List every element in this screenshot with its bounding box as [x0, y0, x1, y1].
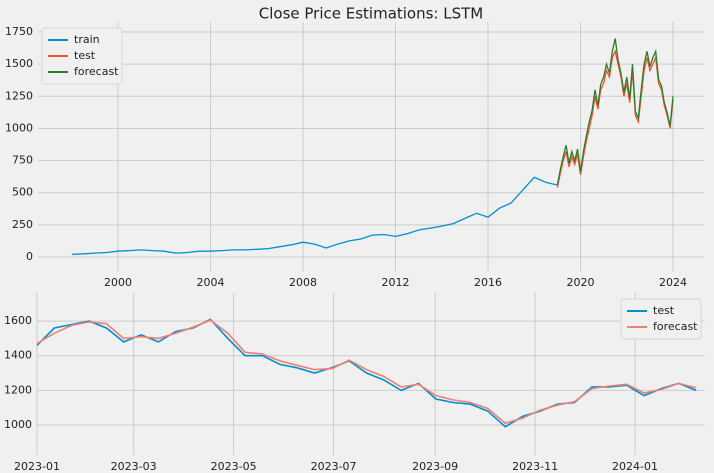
legend-box	[41, 27, 123, 85]
x-tick-label: 2023-01	[14, 460, 60, 473]
y-tick-label: 1250	[5, 89, 33, 102]
y-tick-label: 1600	[4, 314, 32, 327]
y-tick-label: 1000	[5, 121, 33, 134]
series-line	[556, 38, 674, 186]
series-line	[71, 176, 558, 256]
y-tick-label: 0	[26, 250, 33, 263]
legend-box	[620, 298, 702, 340]
x-tick-label: 2023-03	[111, 460, 157, 473]
legend-label: forecast	[653, 320, 698, 333]
y-tick-label: 750	[12, 154, 33, 167]
y-tick-label: 1500	[5, 57, 33, 70]
x-tick-label: 2004	[197, 276, 225, 289]
x-tick-label: 2023-09	[412, 460, 458, 473]
x-tick-label: 2016	[474, 276, 502, 289]
y-tick-label: 1000	[4, 418, 32, 431]
y-tick-label: 1400	[4, 349, 32, 362]
y-tick-label: 1750	[5, 25, 33, 38]
y-tick-label: 500	[12, 186, 33, 199]
x-tick-label: 2000	[104, 276, 132, 289]
x-tick-label: 2008	[289, 276, 317, 289]
series-line	[36, 319, 697, 425]
x-tick-label: 2024	[659, 276, 687, 289]
legend-label: train	[74, 33, 100, 46]
x-tick-label: 2024-01	[612, 460, 658, 473]
x-tick-label: 2023-07	[311, 460, 357, 473]
x-tick-label: 2023-11	[512, 460, 558, 473]
x-tick-label: 2020	[567, 276, 595, 289]
legend-label: forecast	[74, 65, 119, 78]
legend-label: test	[653, 304, 675, 317]
legend-label: test	[74, 49, 96, 62]
x-tick-label: 2012	[382, 276, 410, 289]
y-tick-label: 1200	[4, 383, 32, 396]
x-tick-label: 2023-05	[211, 460, 257, 473]
series-line	[556, 49, 674, 188]
chart-title: Close Price Estimations: LSTM	[259, 5, 484, 23]
y-tick-label: 250	[12, 218, 33, 231]
